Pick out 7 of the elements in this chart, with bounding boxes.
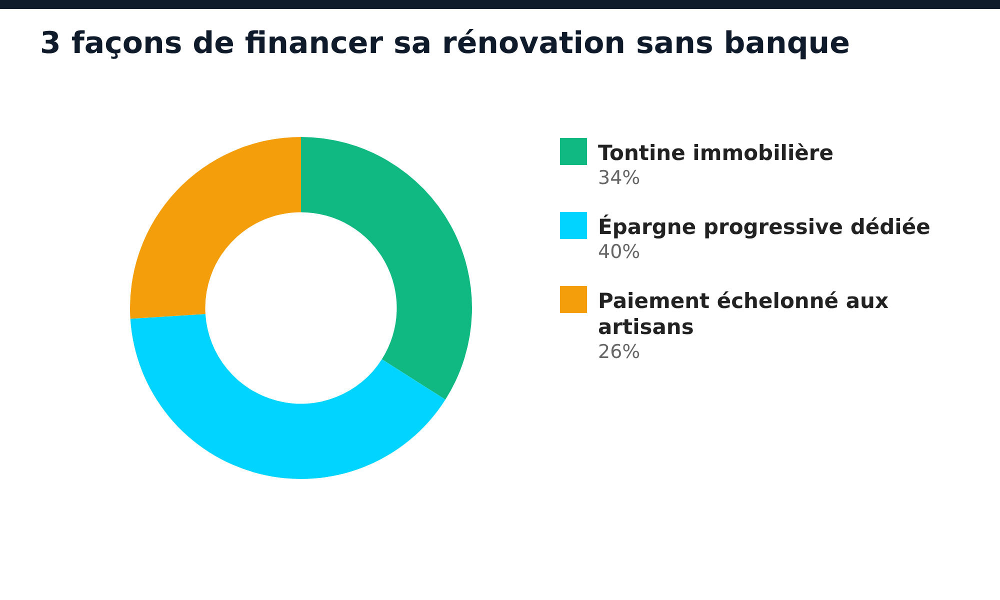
data-label: 26% — [598, 340, 642, 364]
legend-label: Tontine immobilière — [598, 140, 835, 166]
legend-label: Paiement échelonné aux artisans — [598, 288, 890, 340]
chart-title: 3 façons de financer sa rénovation sans banque — [40, 26, 850, 61]
data-label: 40% — [598, 240, 642, 264]
data-label: 34% — [598, 166, 642, 190]
legend-label: Épargne progressive dédiée — [598, 214, 932, 240]
